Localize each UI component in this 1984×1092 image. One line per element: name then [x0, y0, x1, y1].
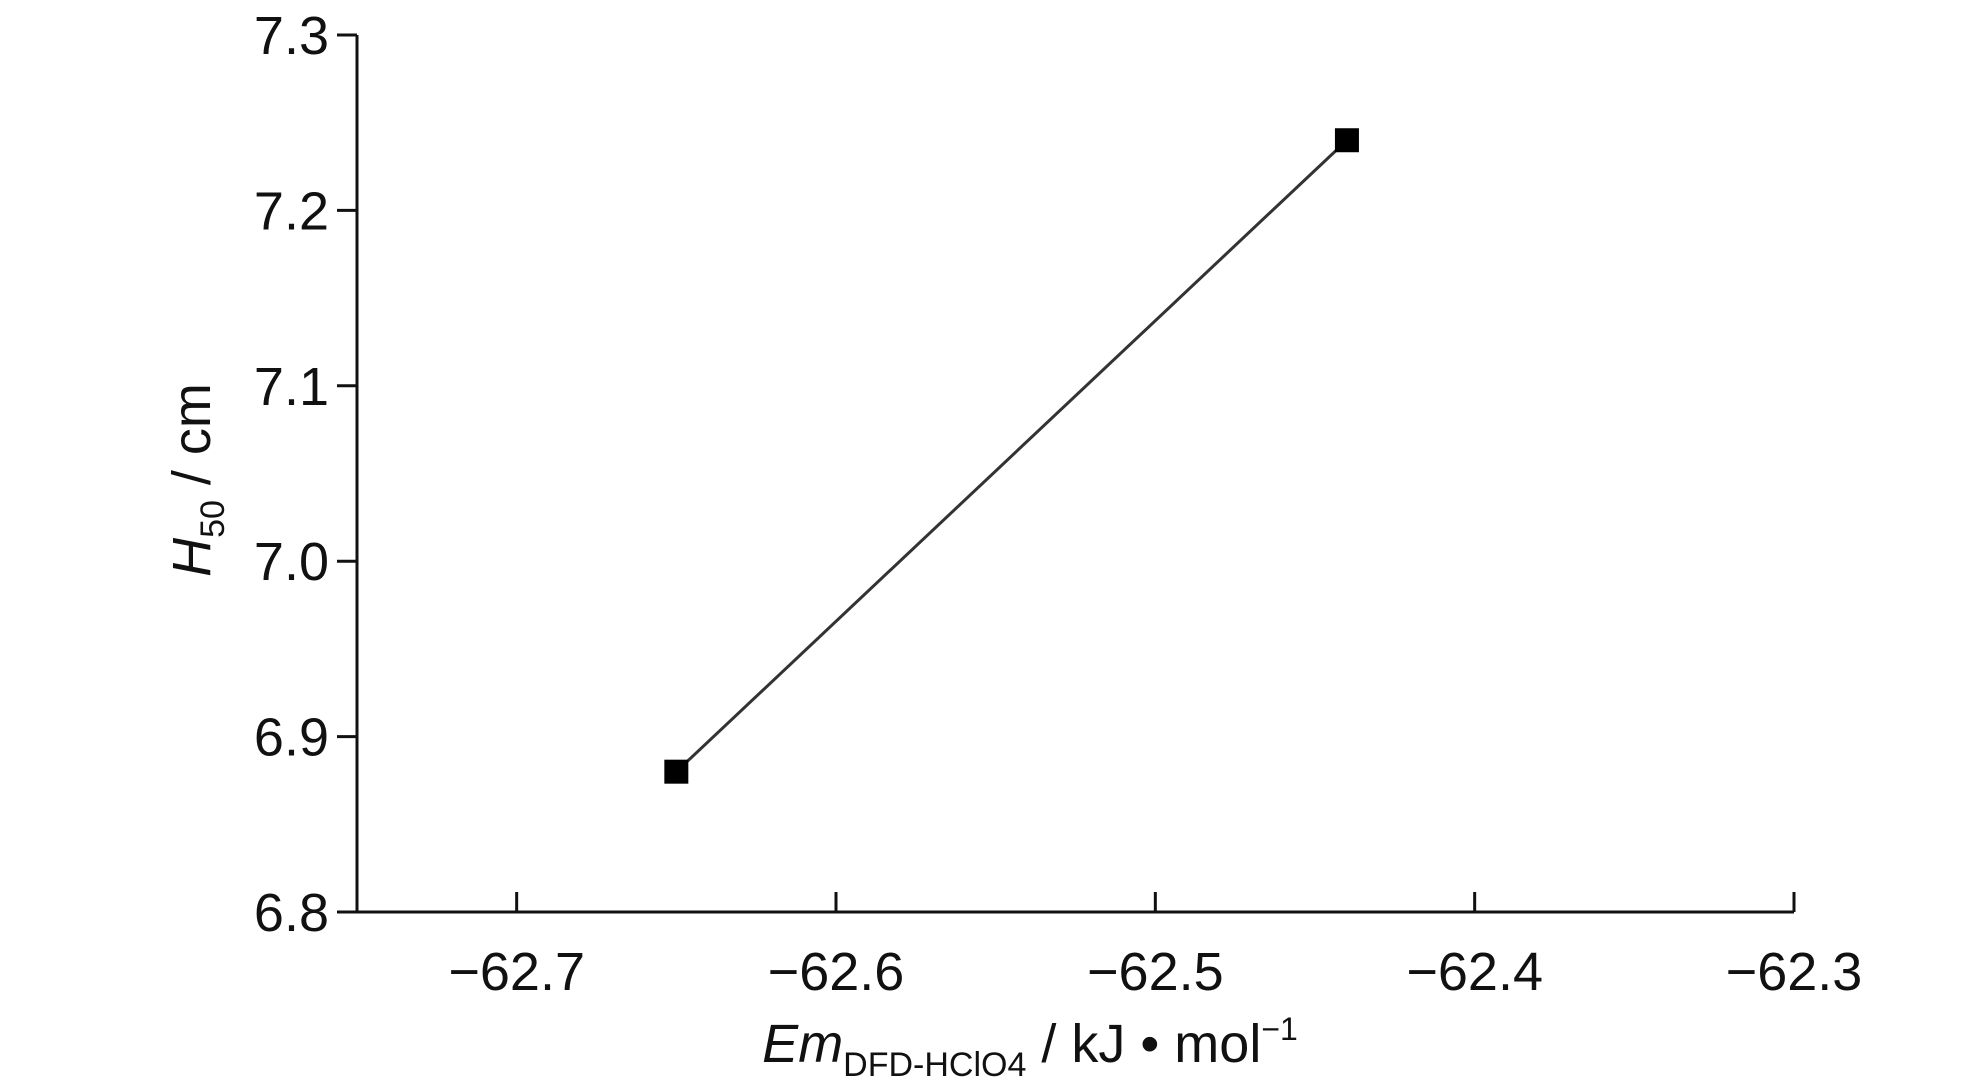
tick-labels: −62.7 −62.6 −62.5 −62.4 −62.3 6.8 6.9 7.0 7.1 7.2…: [254, 6, 1862, 1002]
tick-marks: [337, 33, 1796, 914]
y-tick-label: 7.0: [254, 532, 329, 592]
x-tick-label: −62.4: [1406, 942, 1543, 1002]
x-tick-label: −62.6: [768, 942, 905, 1002]
y-tick-label: 6.8: [254, 883, 329, 943]
y-tick-label: 7.2: [254, 181, 329, 241]
data-markers: [664, 128, 1359, 784]
series-line: [675, 139, 1348, 773]
x-axis-title-subscript: DFD-HClO4: [843, 1046, 1026, 1084]
x-tick-label: −62.7: [448, 942, 585, 1002]
y-tick-label: 6.9: [254, 708, 329, 768]
x-axis-title-superscript: −1: [1261, 1011, 1297, 1047]
y-axis-title-main: H: [162, 537, 222, 577]
y-axis-title-subscript: 50: [194, 500, 232, 538]
y-tick-label: 7.1: [254, 357, 329, 417]
axes: [355, 35, 1794, 914]
x-axis-title: EmDFD-HClO4 / kJ • mol−1: [762, 1011, 1298, 1084]
data-point: [664, 759, 689, 784]
data-series: [675, 139, 1348, 773]
y-axis-title: H50 / cm: [162, 383, 232, 577]
data-point: [1334, 128, 1359, 153]
y-axis-title-unit: / cm: [162, 383, 222, 500]
y-tick-label: 7.3: [254, 6, 329, 66]
x-axis-title-main: Em: [762, 1014, 843, 1074]
x-tick-label: −62.3: [1726, 942, 1863, 1002]
x-axis-title-unit: / kJ • mol: [1026, 1014, 1261, 1074]
x-tick-label: −62.5: [1087, 942, 1224, 1002]
